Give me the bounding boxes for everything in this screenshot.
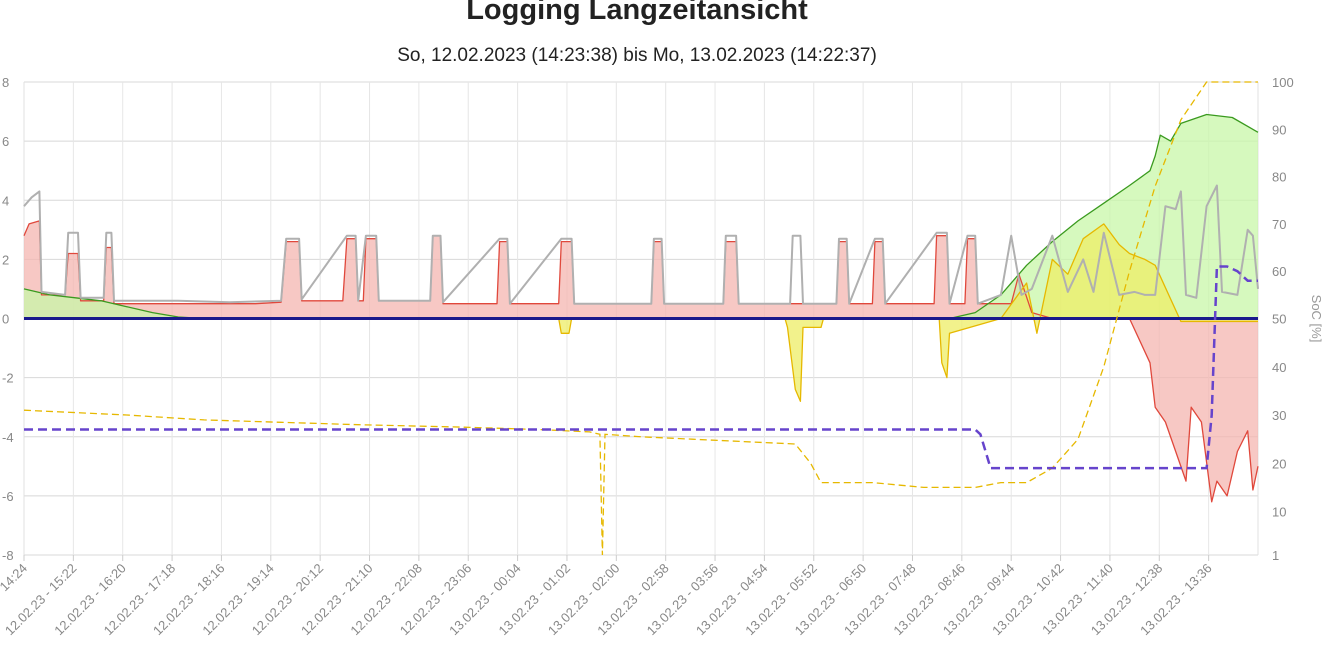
y-tick-label-right: 90 [1272, 122, 1286, 137]
y-tick-label-right: 10 [1272, 505, 1286, 520]
y-tick-label-left: -8 [2, 548, 14, 563]
series-line-pv [23, 113, 1259, 320]
series-line-soc_2 [24, 265, 1258, 470]
y-tick-label-left: -4 [2, 430, 14, 445]
y-tick-label-right: 80 [1272, 170, 1286, 185]
y-tick-label-left: 8 [2, 75, 9, 90]
y-tick-label-right: 30 [1272, 408, 1286, 423]
y-tick-label-left: -2 [2, 371, 14, 386]
y-axis-right: 1 10 20 30 40 50 60 70 80 90 100 [1272, 75, 1294, 563]
y-axis-left: -8 -6 -4 -2 0 2 4 6 8 [2, 75, 14, 563]
grid-lines [23, 81, 1259, 561]
chart-title: Logging Langzeitansicht [466, 0, 808, 26]
series-line-import [23, 184, 1259, 305]
series-lines [23, 81, 1259, 556]
y-tick-label-right: 70 [1272, 217, 1286, 232]
series-area-battery [24, 223, 1258, 402]
y-tick-label-right: 60 [1272, 264, 1286, 279]
y-tick-label-right: 100 [1272, 75, 1294, 90]
y-tick-label-left: 4 [2, 193, 9, 208]
y-tick-label-left: 6 [2, 134, 9, 149]
series-line-soc_1 [23, 81, 1258, 556]
y-tick-label-left: 0 [2, 312, 9, 327]
series-areas [24, 114, 1258, 502]
y-tick-label-right: 40 [1272, 360, 1286, 375]
y-tick-label-right: 1 [1272, 548, 1279, 563]
y-axis-right-label: SoC [%] [1309, 295, 1324, 343]
y-tick-label-left: 2 [2, 252, 9, 267]
y-tick-label-right: 50 [1272, 312, 1286, 327]
chart-subtitle: So, 12.02.2023 (14:23:38) bis Mo, 13.02.… [397, 45, 877, 66]
y-tick-label-left: -6 [2, 489, 14, 504]
y-tick-label-right: 20 [1272, 456, 1286, 471]
